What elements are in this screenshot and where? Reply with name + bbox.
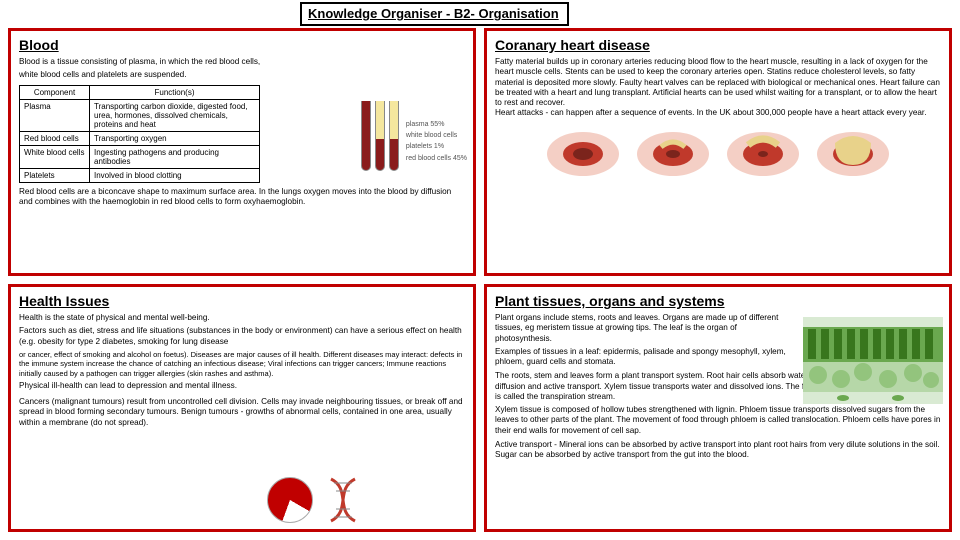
plant-p4: Xylem tissue is composed of hollow tubes… xyxy=(495,405,941,436)
plant-p1: Plant organs include stems, roots and le… xyxy=(495,313,795,344)
table-row: White blood cellsIngesting pathogens and… xyxy=(20,145,260,168)
table-row: PlateletsInvolved in blood clotting xyxy=(20,168,260,182)
blood-intro1: Blood is a tissue consisting of plasma, … xyxy=(19,57,465,67)
panel-plant: Plant tissues, organs and systems Plant … xyxy=(484,284,952,532)
tube-labels: plasma 55% white blood cells platelets 1… xyxy=(406,119,467,164)
artery-icon xyxy=(813,127,893,182)
health-p4: Physical ill-health can lead to depressi… xyxy=(19,381,465,391)
table-row: Red blood cellsTransporting oxygen xyxy=(20,131,260,145)
artery-icon xyxy=(723,127,803,182)
panel-chd: Coranary heart disease Fatty material bu… xyxy=(484,28,952,276)
th-component: Component xyxy=(20,85,90,99)
health-p5: Cancers (malignant tumours) result from … xyxy=(19,397,465,428)
health-p2: Factors such as diet, stress and life si… xyxy=(19,326,465,347)
page-title: Knowledge Organiser - B2- Organisation xyxy=(300,2,569,26)
blood-table: Component Function(s) PlasmaTransporting… xyxy=(19,85,260,183)
leaf-cross-section-icon xyxy=(803,317,943,407)
blood-heading: Blood xyxy=(19,37,465,53)
artery-icon xyxy=(633,127,713,182)
plant-p2: Examples of tissues in a leaf: epidermis… xyxy=(495,347,795,368)
health-heading: Health Issues xyxy=(19,293,465,309)
table-row: PlasmaTransporting carbon dioxide, diges… xyxy=(20,99,260,131)
test-tubes-icon xyxy=(361,101,403,173)
plant-heading: Plant tissues, organs and systems xyxy=(495,293,941,309)
panel-blood: Blood Blood is a tissue consisting of pl… xyxy=(8,28,476,276)
health-p1: Health is the state of physical and ment… xyxy=(19,313,465,323)
pie-chart-icon xyxy=(267,477,313,523)
panel-health: Health Issues Health is the state of phy… xyxy=(8,284,476,532)
artery-diagrams xyxy=(495,127,941,182)
health-p3: or cancer, effect of smoking and alcohol… xyxy=(19,350,465,378)
th-function: Function(s) xyxy=(90,85,260,99)
chd-heading: Coranary heart disease xyxy=(495,37,941,53)
blood-footer: Red blood cells are a biconcave shape to… xyxy=(19,187,465,208)
artery-icon xyxy=(543,127,623,182)
blood-intro2: white blood cells and platelets are susp… xyxy=(19,70,465,80)
dna-icon xyxy=(323,477,363,523)
chd-body: Fatty material builds up in coronary art… xyxy=(495,57,941,119)
plant-p5: Active transport - Mineral ions can be a… xyxy=(495,440,941,461)
